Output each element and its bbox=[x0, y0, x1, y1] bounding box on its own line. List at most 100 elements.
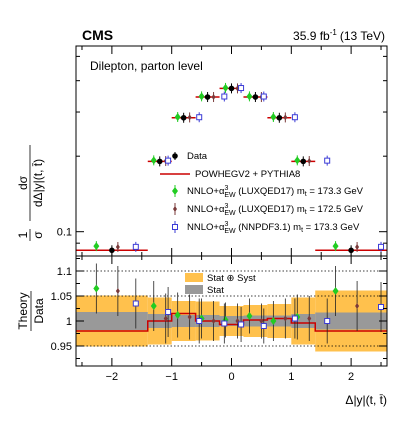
legend-data-label: Data bbox=[187, 151, 208, 162]
region-description: Dilepton, parton level bbox=[90, 59, 203, 73]
ratio-theory-point bbox=[324, 318, 331, 324]
legend-nnlo2-marker bbox=[173, 206, 177, 212]
ratio-theory-point bbox=[270, 317, 277, 325]
ratio-theory-point bbox=[132, 300, 139, 307]
top-theory-point bbox=[165, 157, 172, 164]
ylabel-frac-den: σ bbox=[31, 231, 45, 239]
legend-stat-swatch bbox=[185, 285, 203, 294]
top-theory-point bbox=[378, 243, 385, 250]
top-marks bbox=[76, 82, 387, 256]
legend-powheg-label: POWHEGV2 + PYTHIA8 bbox=[195, 169, 300, 180]
top-theory-point bbox=[324, 157, 331, 164]
ratio-theory-point bbox=[163, 315, 168, 322]
ratio-theory-point bbox=[211, 318, 216, 324]
legend-nnlo2-label: NNLO+α3 EW (LUXQED17) mt = 172.5 GeV bbox=[187, 203, 364, 217]
top-theory-point bbox=[174, 113, 181, 122]
legend-stat-syst-swatch bbox=[185, 273, 203, 282]
legend-nnlo1-marker bbox=[172, 187, 178, 195]
top-y-tick-label: 0.1 bbox=[57, 227, 72, 239]
ratio-theory-point bbox=[165, 309, 172, 315]
top-theory-point bbox=[222, 83, 229, 92]
ratio-y-tick-label: 1.05 bbox=[51, 291, 72, 303]
top-theory-point bbox=[260, 93, 267, 100]
ratio-stat-band bbox=[243, 315, 268, 327]
legend-nnlo1-label: NNLO+α3 EW (LUXQED17) mt = 173.3 GeV bbox=[187, 185, 364, 199]
top-theory-point bbox=[196, 114, 203, 121]
ratio-stat-band bbox=[76, 312, 148, 330]
ratio-theory-point bbox=[332, 287, 339, 295]
top-data-point bbox=[204, 94, 211, 100]
experiment-label: CMS bbox=[82, 27, 113, 43]
legend-entry-data: Data bbox=[172, 151, 208, 162]
ratio-theory-point bbox=[187, 314, 192, 320]
ratio-theory-point bbox=[174, 311, 181, 319]
ratio-ylabel-num: Theory bbox=[16, 292, 30, 329]
ratio-theory-point bbox=[378, 304, 385, 310]
ratio-theory-point bbox=[238, 321, 245, 328]
top-theory-point bbox=[198, 92, 205, 101]
legend-entry-powheg: POWHEGV2 + PYTHIA8 bbox=[160, 169, 300, 180]
ratio-x-tick-label: −1 bbox=[165, 371, 178, 383]
ratio-theory-point bbox=[150, 302, 157, 310]
ratio-panel: −2 −1 0 1 2 0.95 1 1.05 1.1 Stat ⊕ Syst Stat The… bbox=[16, 255, 388, 407]
ratio-x-tick-label: 0 bbox=[228, 371, 234, 383]
ratio-stat-band bbox=[219, 316, 244, 326]
legend-nnlo3-label: NNLO+α3 EW (NNPDF3.1) mt = 173.3 GeV bbox=[187, 221, 360, 235]
ratio-bands bbox=[76, 290, 387, 352]
ratio-theory-point bbox=[260, 323, 267, 329]
ratio-theory-point bbox=[355, 303, 360, 309]
top-ylabel: 1 σ dσ dΔ|y|(t, t̄) bbox=[16, 145, 45, 241]
top-ticks: 0.1 bbox=[57, 46, 387, 256]
top-data-point bbox=[252, 94, 259, 100]
ratio-marks bbox=[76, 263, 387, 344]
top-theory-point bbox=[294, 156, 301, 165]
legend-entry-nnlo-lux-1725: NNLO+α3 EW (LUXQED17) mt = 172.5 GeV bbox=[173, 203, 364, 217]
ratio-theory-point bbox=[246, 312, 253, 320]
ratio-x-tick-label: 1 bbox=[288, 371, 294, 383]
ratio-y-tick-label: 1 bbox=[66, 316, 72, 328]
top-theory-point bbox=[238, 85, 245, 92]
ylabel-diff-den: dΔ|y|(t, t̄) bbox=[31, 159, 45, 207]
ratio-theory-point bbox=[291, 315, 298, 322]
top-data-point bbox=[180, 114, 187, 121]
legend-stat-syst-label: Stat ⊕ Syst bbox=[207, 273, 256, 284]
ratio-xlabel: Δ|y|(t, t̄) bbox=[345, 393, 387, 407]
top-data-point bbox=[276, 114, 283, 121]
top-theory-point bbox=[211, 94, 216, 101]
ratio-stat-band bbox=[267, 315, 292, 327]
legend-entry-nnlo-lux-1733: NNLO+α3 EW (LUXQED17) mt = 173.3 GeV bbox=[172, 185, 364, 199]
ratio-theory-point bbox=[196, 318, 203, 324]
top-legend: Data POWHEGV2 + PYTHIA8 NNLO+α3 EW (LUXQE… bbox=[160, 151, 364, 235]
ratio-theory-point bbox=[115, 288, 120, 294]
ratio-y-tick-label: 1.1 bbox=[57, 266, 72, 278]
top-theory-point bbox=[332, 242, 339, 251]
top-theory-point bbox=[115, 243, 120, 250]
ratio-y-tick-label: 0.95 bbox=[51, 341, 72, 353]
top-theory-point bbox=[283, 114, 288, 121]
top-theory-point bbox=[93, 242, 100, 251]
top-theory-point bbox=[246, 92, 253, 101]
legend-stat-label: Stat bbox=[207, 285, 224, 296]
ratio-stat-band bbox=[315, 312, 387, 330]
top-theory-point bbox=[307, 158, 312, 165]
ratio-x-tick-label: 2 bbox=[348, 371, 354, 383]
ratio-stat-band bbox=[171, 315, 196, 327]
ylabel-diff-num: dσ bbox=[16, 175, 30, 190]
top-data-point bbox=[228, 85, 235, 92]
ratio-theory-point bbox=[259, 318, 264, 324]
ratio-theory-point bbox=[221, 320, 228, 327]
legend-nnlo3-marker bbox=[172, 224, 178, 230]
top-theory-point bbox=[270, 113, 277, 122]
top-theory-point bbox=[355, 243, 360, 250]
ratio-legend: Stat ⊕ Syst Stat bbox=[185, 273, 256, 296]
ratio-x-tick-label: −2 bbox=[106, 371, 119, 383]
legend-data-marker bbox=[172, 153, 178, 159]
top-data-point bbox=[156, 158, 163, 165]
ratio-ticks: −2 −1 0 1 2 0.95 1 1.05 1.1 bbox=[51, 256, 387, 383]
legend-entry-nnlo-nnpdf-1733: NNLO+α3 EW (NNPDF3.1) mt = 173.3 GeV bbox=[172, 221, 360, 235]
top-theory-point bbox=[132, 243, 139, 250]
top-theory-point bbox=[187, 114, 192, 121]
ratio-theory-point bbox=[93, 284, 100, 293]
top-theory-point bbox=[221, 93, 228, 100]
